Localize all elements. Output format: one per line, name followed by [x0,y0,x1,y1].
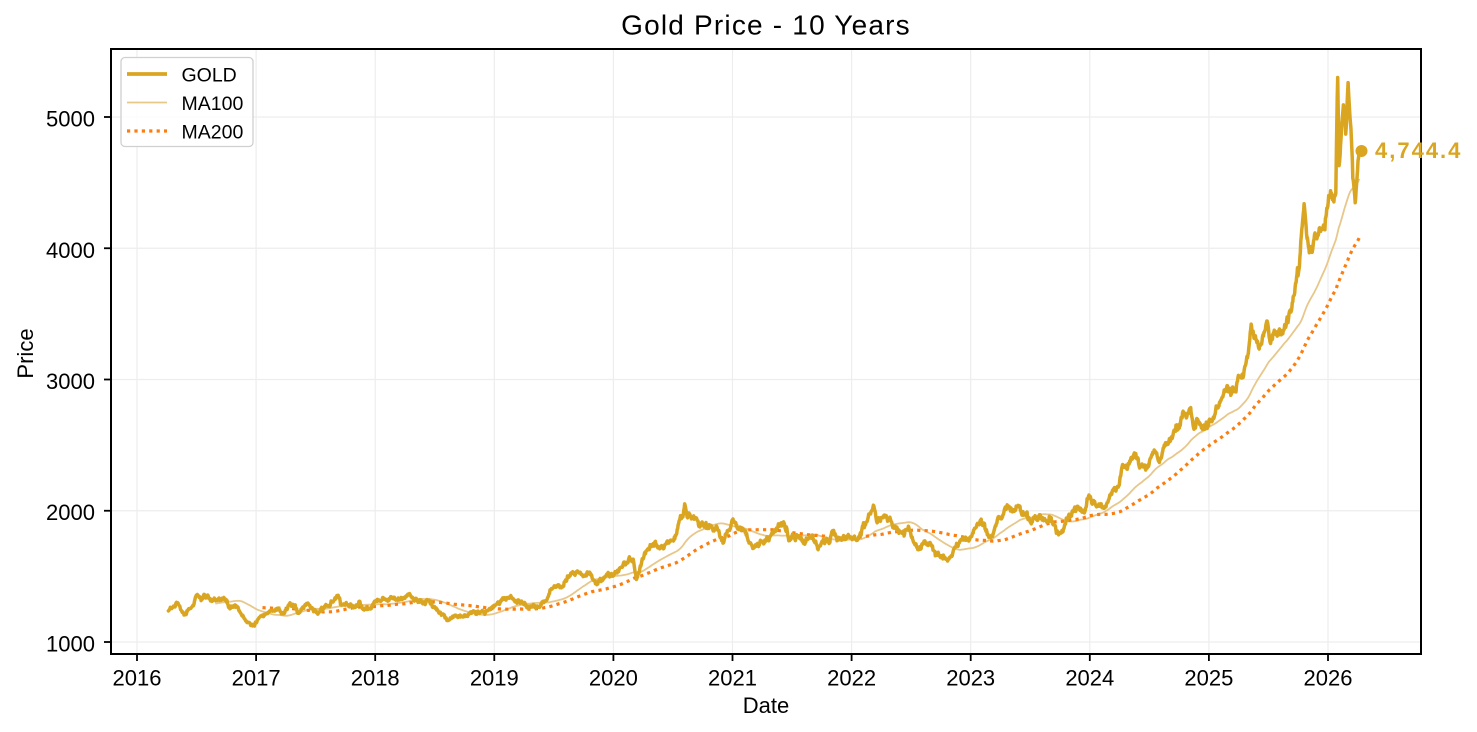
svg-text:2016: 2016 [113,666,162,691]
svg-text:2020: 2020 [589,666,638,691]
svg-text:Price: Price [13,328,38,378]
svg-text:GOLD: GOLD [182,64,237,86]
svg-text:2017: 2017 [232,666,281,691]
svg-text:Date: Date [743,693,789,718]
svg-text:5000: 5000 [46,107,95,132]
svg-text:3000: 3000 [46,369,95,394]
svg-text:2024: 2024 [1065,666,1114,691]
svg-text:1000: 1000 [46,632,95,657]
svg-text:2025: 2025 [1184,666,1233,691]
svg-text:2021: 2021 [708,666,757,691]
svg-text:MA100: MA100 [182,93,244,115]
svg-text:4,744.4: 4,744.4 [1375,138,1462,163]
svg-text:2018: 2018 [351,666,400,691]
svg-text:Gold Price - 10 Years: Gold Price - 10 Years [621,10,911,41]
svg-text:4000: 4000 [46,238,95,263]
svg-text:2022: 2022 [827,666,876,691]
svg-text:2026: 2026 [1304,666,1353,691]
svg-text:2019: 2019 [470,666,519,691]
svg-text:2000: 2000 [46,500,95,525]
svg-text:2023: 2023 [946,666,995,691]
svg-text:MA200: MA200 [182,121,244,143]
